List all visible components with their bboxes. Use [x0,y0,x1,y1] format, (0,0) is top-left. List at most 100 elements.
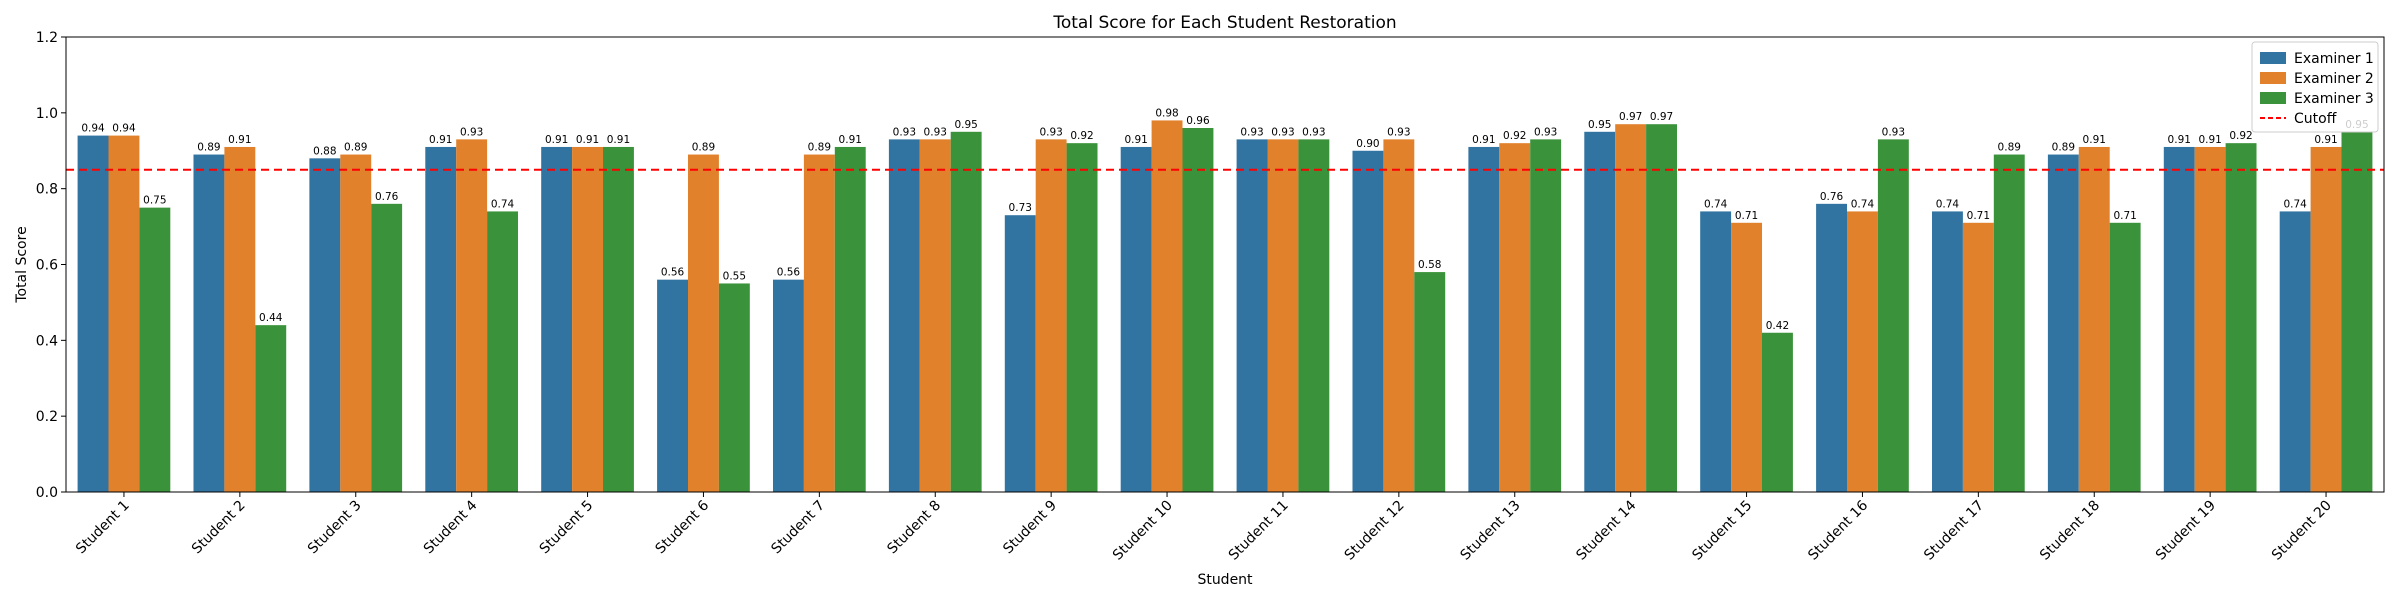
plot-frame [65,36,2385,493]
bar-value-label: 0.91 [839,134,862,146]
bar-value-label: 0.89 [692,142,715,154]
bar [456,139,488,492]
bar-value-label: 0.92 [2229,130,2252,142]
y-tick-label: 0.8 [36,182,58,198]
y-tick-label: 0.6 [36,258,58,274]
x-tick-label: Student 3 [305,498,365,558]
x-tick-label: Student 20 [2269,498,2335,564]
bar-value-label: 0.74 [1936,198,1960,210]
bar [1962,222,1994,492]
bar [139,207,171,492]
x-tick-label: Student 19 [2153,498,2219,564]
bar-value-label: 0.74 [491,198,515,210]
bar [718,283,750,492]
x-tick-label: Student 7 [768,498,828,558]
legend: Examiner 1 Examiner 2 Examiner 3 Cutoff [2251,41,2379,133]
bar [541,146,573,493]
x-tick-label: Student 12 [1342,498,1408,564]
bar [1066,143,1098,492]
bar [888,139,920,492]
bar [572,146,604,493]
x-tick-label: Student 2 [189,498,249,558]
bar [2310,146,2342,493]
bar-value-label: 0.93 [1240,126,1263,138]
bar-value-label: 0.91 [545,134,568,146]
legend-swatch [2260,72,2286,84]
bar-value-label: 0.93 [460,126,483,138]
bar [1236,139,1268,492]
bar [1993,154,2025,492]
bar [1035,139,1067,492]
legend-swatch [2260,92,2286,104]
chart-title: Total Score for Each Student Restoration [1052,13,1396,33]
legend-box [2251,41,2379,133]
bar [371,203,403,493]
bar [2163,146,2195,493]
bar-value-label: 0.91 [429,134,452,146]
bar-value-label: 0.91 [607,134,630,146]
bar [2194,146,2226,493]
x-tick-label: Student 18 [2037,498,2103,564]
bar [1700,211,1732,492]
bar [309,158,341,493]
x-tick-label: Student 16 [1805,497,1871,563]
legend-label: Examiner 3 [2294,91,2374,107]
y-axis-title: Total Score [14,226,30,303]
bar-value-label: 0.89 [2052,142,2075,154]
y-axis: 0.0 0.2 0.4 0.6 0.8 1.0 1.2 [36,30,66,501]
bar-value-label: 0.91 [2314,134,2337,146]
bar-value-label: 0.91 [228,134,251,146]
bar-value-label: 0.74 [2283,198,2307,210]
bar-value-label: 0.91 [2083,134,2106,146]
bar [687,154,719,492]
bar-value-label: 0.91 [2168,134,2191,146]
bar-value-label: 0.89 [808,142,831,154]
bar-value-label: 0.93 [924,126,947,138]
bar-value-label: 0.93 [1534,126,1557,138]
bar [1646,124,1678,492]
bar [834,146,866,493]
bar [603,146,634,493]
x-tick-label: Student 14 [1573,497,1639,563]
bar [919,139,951,492]
bar-value-label: 0.89 [197,142,220,154]
bar [1298,139,1330,492]
bar [2047,154,2079,492]
y-tick-label: 0.4 [36,333,58,349]
bar [1468,146,1500,493]
legend-label: Cutoff [2294,111,2337,127]
bar-value-label: 0.98 [1155,107,1178,119]
bar [77,135,109,493]
x-tick-label: Student 10 [1110,498,1176,564]
bar-value-label: 0.76 [1820,191,1844,203]
bar [1383,139,1415,492]
bar [1731,222,1763,492]
bar [1615,124,1647,492]
bar [1762,332,1793,492]
bar [1816,203,1847,493]
bar-value-label: 0.97 [1619,111,1642,123]
bar [255,325,287,492]
bar-value-label: 0.74 [1704,198,1728,210]
bar [193,154,225,492]
bar [657,279,688,492]
bar-value-label: 0.91 [576,134,599,146]
legend-label: Examiner 2 [2294,71,2374,87]
bar-value-label: 0.89 [344,142,367,154]
bar [425,146,457,493]
bar-value-label: 0.91 [1124,134,1147,146]
x-axis: Student 1 Student 2 Student 3 Student 4 Stud… [73,492,2335,564]
bar [1846,211,1878,492]
bar-value-label: 0.95 [954,119,977,131]
bar [1120,146,1152,493]
x-tick-label: Student 1 [73,498,133,558]
legend-label: Examiner 1 [2294,51,2374,67]
bar-value-label: 0.91 [2198,134,2221,146]
bar-value-label: 0.93 [1271,126,1294,138]
bar-value-label: 0.93 [1302,126,1325,138]
bar [803,154,835,492]
y-tick-label: 0.0 [36,485,58,501]
bar-value-label: 0.93 [1882,126,1905,138]
bar-value-label: 0.44 [259,312,283,324]
bar [108,135,140,493]
